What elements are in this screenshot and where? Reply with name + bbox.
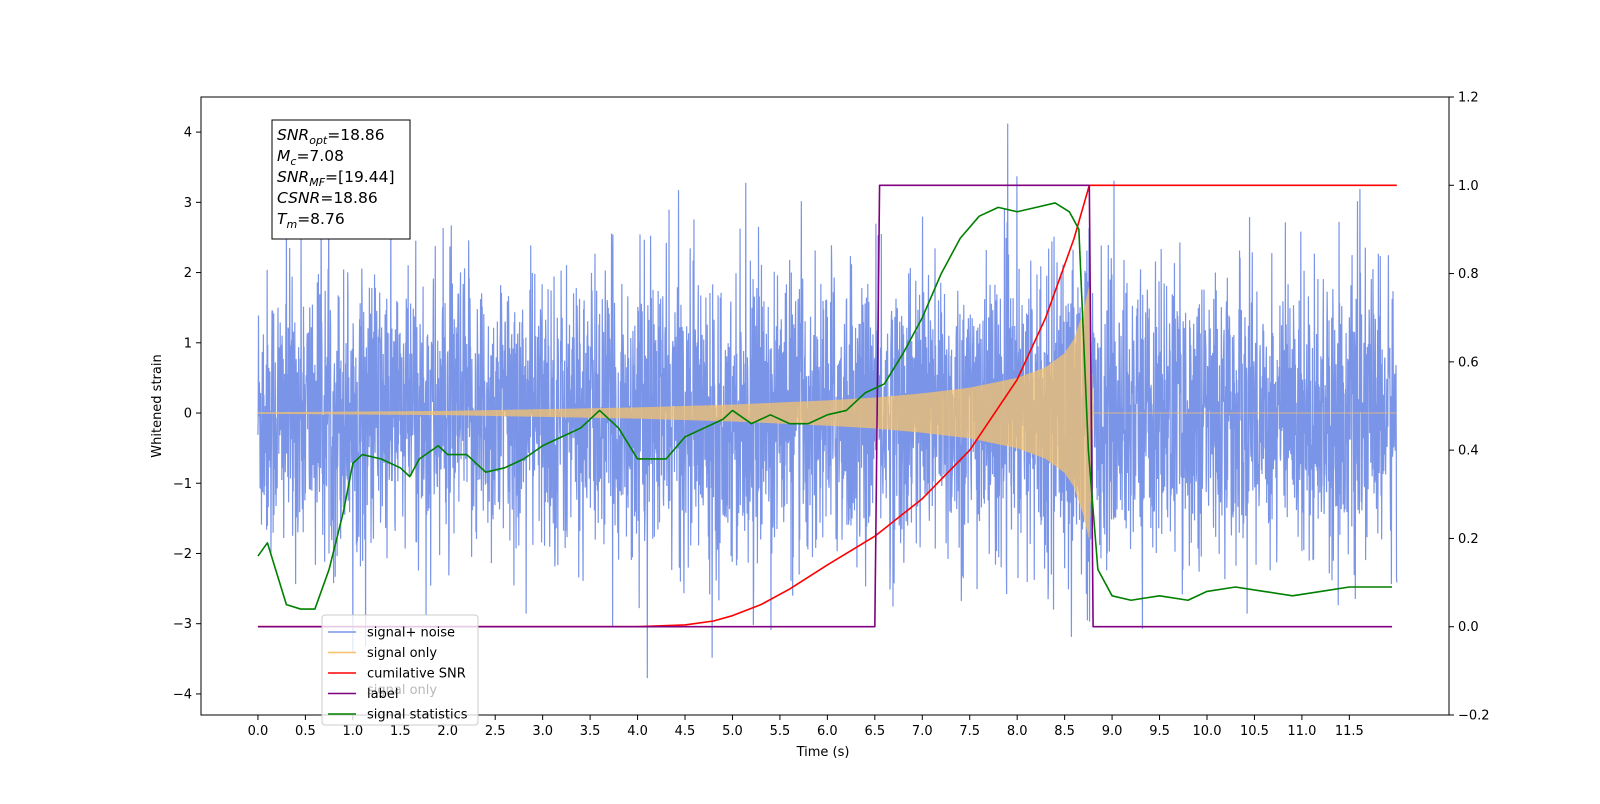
annotation-value: =8.76 bbox=[297, 210, 345, 228]
annotation-line: Mc=7.08 bbox=[277, 147, 344, 168]
annotation-value: =7.08 bbox=[296, 147, 344, 165]
annotation-symbol: M bbox=[277, 147, 290, 165]
x-tick-label: 7.5 bbox=[959, 724, 980, 739]
x-axis-title: Time (s) bbox=[796, 745, 850, 760]
x-tick-label: 4.0 bbox=[627, 724, 648, 739]
x-tick-label: 3.0 bbox=[532, 724, 553, 739]
legend-occluded-text: signal only bbox=[367, 683, 437, 698]
y2-tick-label: 0.8 bbox=[1458, 267, 1479, 282]
y-axis-right: −0.2 0.0 0.2 0.4 0.6 0.8 1.0 1.2 bbox=[1449, 91, 1490, 724]
x-tick-label: 3.5 bbox=[580, 724, 601, 739]
y2-tick-label: 0.2 bbox=[1458, 532, 1479, 547]
annotation-subscript: c bbox=[290, 155, 296, 168]
x-tick-label: 2.5 bbox=[485, 724, 506, 739]
y-tick-label: 3 bbox=[184, 196, 192, 211]
annotation-line: CSNR=18.86 bbox=[277, 189, 378, 207]
y2-tick-label: 1.0 bbox=[1458, 179, 1479, 194]
annotation-symbol: SNR bbox=[277, 126, 309, 144]
annotation-box: SNRopt=18.86Mc=7.08SNRMF=[19.44]CSNR=18.… bbox=[271, 119, 411, 240]
x-tick-label: 5.5 bbox=[770, 724, 791, 739]
legend-label: signal statistics bbox=[367, 708, 468, 723]
x-tick-label: 10.5 bbox=[1240, 724, 1269, 739]
annotation-symbol: T bbox=[277, 210, 288, 228]
series-signal-plus-noise bbox=[257, 123, 1398, 679]
y-tick-label: −2 bbox=[173, 547, 192, 562]
annotation-subscript: m bbox=[286, 218, 297, 231]
x-tick-label: 9.0 bbox=[1102, 724, 1123, 739]
y-tick-label: −1 bbox=[173, 477, 192, 492]
legend-label: label bbox=[367, 687, 398, 702]
annotation-subscript: opt bbox=[309, 134, 328, 147]
y-tick-label: 2 bbox=[184, 266, 192, 281]
annotation-value: =18.86 bbox=[320, 189, 377, 207]
series-cumulative-snr bbox=[257, 184, 1397, 628]
x-tick-label: 9.5 bbox=[1149, 724, 1170, 739]
x-axis: 0.0 0.5 1.0 1.5 2.0 2.5 3.0 3.5 4.0 4.5 5.0 5.5 6.0 6… bbox=[248, 715, 1364, 739]
annotation-line: SNRMF=[19.44] bbox=[277, 168, 395, 189]
series-signal-only bbox=[257, 286, 1397, 539]
series-signal-statistics bbox=[257, 202, 1393, 610]
y-axis-left: −4 −3 −2 −1 0 1 2 3 4 bbox=[173, 126, 201, 702]
x-tick-label: 11.5 bbox=[1335, 724, 1364, 739]
y2-tick-label: −0.2 bbox=[1458, 709, 1490, 724]
y-tick-label: 4 bbox=[184, 126, 192, 141]
x-tick-label: 7.0 bbox=[912, 724, 933, 739]
annotation-frame bbox=[271, 119, 411, 240]
annotation-line: SNRopt=18.86 bbox=[277, 126, 385, 147]
annotation-value: =18.86 bbox=[327, 126, 384, 144]
y2-tick-label: 1.2 bbox=[1458, 91, 1479, 106]
x-tick-label: 1.0 bbox=[343, 724, 364, 739]
series-label bbox=[257, 184, 1393, 628]
x-tick-label: 11.0 bbox=[1287, 724, 1316, 739]
x-tick-label: 10.0 bbox=[1193, 724, 1222, 739]
plot-frame bbox=[200, 96, 1450, 716]
x-tick-label: 4.5 bbox=[675, 724, 696, 739]
x-tick-label: 6.0 bbox=[817, 724, 838, 739]
y2-tick-label: 0.6 bbox=[1458, 355, 1479, 370]
y2-tick-label: 0.4 bbox=[1458, 444, 1479, 459]
annotation-subscript: MF bbox=[309, 176, 325, 189]
y-tick-label: 0 bbox=[184, 407, 192, 422]
y-tick-label: −3 bbox=[173, 617, 192, 632]
y-tick-label: −4 bbox=[173, 687, 192, 702]
legend-label: signal+ noise bbox=[367, 626, 455, 641]
x-tick-label: 0.0 bbox=[248, 724, 269, 739]
annotation-value: =[19.44] bbox=[325, 168, 394, 186]
x-tick-label: 1.5 bbox=[390, 724, 411, 739]
y-tick-label: 1 bbox=[184, 336, 192, 351]
legend-label: cumilative SNR bbox=[367, 667, 466, 682]
x-tick-label: 2.0 bbox=[437, 724, 458, 739]
y-axis-title: Whitened strain bbox=[150, 354, 165, 457]
y2-tick-label: 0.0 bbox=[1458, 620, 1479, 635]
x-tick-label: 0.5 bbox=[295, 724, 316, 739]
legend-frame bbox=[321, 614, 479, 726]
annotation-symbol: SNR bbox=[277, 168, 309, 186]
x-tick-label: 5.0 bbox=[722, 724, 743, 739]
annotation-line: Tm=8.76 bbox=[277, 210, 345, 231]
x-tick-label: 8.5 bbox=[1054, 724, 1075, 739]
legend-label: signal only bbox=[367, 646, 437, 661]
x-tick-label: 8.0 bbox=[1007, 724, 1028, 739]
annotation-symbol: CSNR bbox=[277, 189, 320, 207]
series-layer bbox=[257, 123, 1398, 679]
x-tick-label: 6.5 bbox=[864, 724, 885, 739]
